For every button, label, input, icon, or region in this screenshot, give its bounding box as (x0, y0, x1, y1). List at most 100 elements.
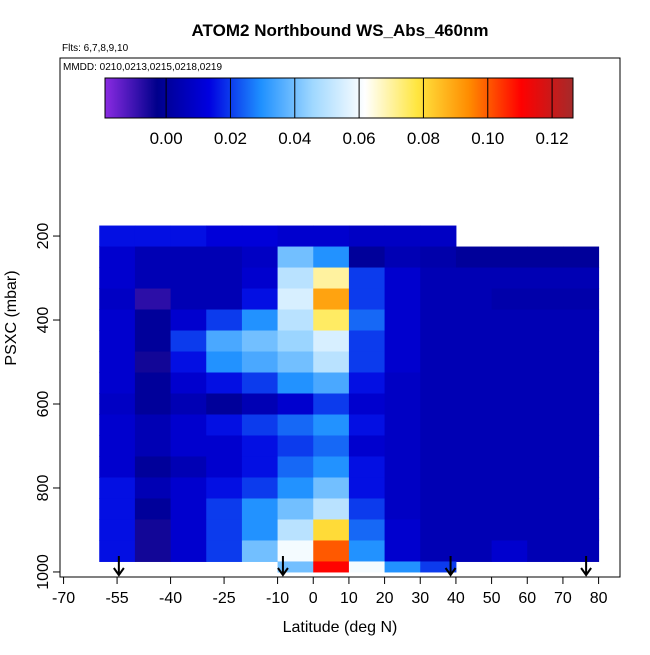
heat-cell (241, 267, 279, 290)
heat-cell (527, 309, 564, 332)
heat-cell (206, 498, 243, 520)
heat-cell (170, 477, 207, 499)
x-tick-label: -55 (106, 590, 129, 607)
heat-cell (562, 456, 600, 478)
x-tick-label: 10 (340, 590, 358, 607)
heat-cell (313, 540, 350, 562)
heat-cell (99, 435, 136, 457)
heat-cell (491, 351, 528, 374)
heat-cell (348, 351, 386, 374)
heat-cell (348, 267, 386, 290)
heat-cell (206, 225, 243, 248)
heat-cell (241, 372, 279, 395)
y-tick-label: 800 (35, 475, 52, 502)
heat-cell (99, 288, 136, 311)
heat-cell (384, 414, 421, 436)
heat-cell (527, 435, 564, 457)
heat-cell (384, 246, 421, 269)
heat-cell (170, 435, 207, 457)
heat-cell (241, 351, 279, 374)
heat-cell (348, 288, 386, 311)
heat-cell (134, 246, 172, 269)
heat-cell (99, 351, 136, 374)
heat-cell (313, 372, 350, 395)
heat-cell (170, 414, 207, 436)
heat-cell (277, 414, 314, 436)
y-tick-label: 200 (35, 223, 52, 250)
heat-cell (420, 519, 457, 541)
heat-cell (134, 351, 172, 374)
heat-cell (277, 393, 314, 415)
heat-cell (277, 519, 314, 541)
heat-cell (313, 351, 350, 374)
heat-cell (562, 498, 600, 520)
heat-cell (455, 540, 493, 562)
heat-cell (384, 351, 421, 374)
heat-cell (241, 225, 279, 248)
heat-cell (384, 456, 421, 478)
heat-cell (562, 246, 600, 269)
x-tick-label: -25 (213, 590, 236, 607)
heat-cell (420, 246, 457, 269)
heat-cell (241, 393, 279, 415)
heat-cell (277, 246, 314, 269)
heat-cell (348, 372, 386, 395)
heat-cell (313, 288, 350, 311)
heat-cell (99, 519, 136, 541)
heat-cell (348, 456, 386, 478)
x-tick-label: -10 (266, 590, 289, 607)
heat-cell (99, 225, 136, 248)
x-tick-label: 30 (411, 590, 429, 607)
heat-cell (384, 540, 421, 562)
heat-cell (206, 393, 243, 415)
heat-cell (348, 330, 386, 353)
heat-cell (206, 456, 243, 478)
heat-cell (455, 267, 493, 290)
heat-cell (99, 477, 136, 499)
heat-cell (491, 393, 528, 415)
heat-cell (420, 561, 457, 573)
heat-cell (491, 456, 528, 478)
heat-cell (491, 288, 528, 311)
heat-cell (420, 225, 457, 248)
heat-cell (348, 540, 386, 562)
heat-cell (206, 435, 243, 457)
x-tick-label: 80 (590, 590, 608, 607)
heat-cell (455, 372, 493, 395)
heat-cell (455, 393, 493, 415)
heat-cell (455, 246, 493, 269)
heat-cell (384, 435, 421, 457)
heat-cell (206, 288, 243, 311)
heat-cell (206, 477, 243, 499)
heat-cell (527, 372, 564, 395)
heat-cell (491, 246, 528, 269)
heat-cell (241, 498, 279, 520)
heat-cell (420, 351, 457, 374)
heat-cell (170, 225, 207, 248)
x-tick-label: -40 (159, 590, 182, 607)
heat-cell (313, 246, 350, 269)
heat-cell (134, 540, 172, 562)
heat-cell (491, 540, 528, 562)
y-tick-label: 600 (35, 391, 52, 418)
heat-cell (491, 267, 528, 290)
heat-cell (277, 267, 314, 290)
heat-cell (420, 330, 457, 353)
heat-cell (241, 456, 279, 478)
heat-cell (170, 330, 207, 353)
x-tick-label: 20 (376, 590, 394, 607)
heat-cell (313, 435, 350, 457)
colorbar-fill (104, 77, 574, 119)
heat-cell (241, 330, 279, 353)
heat-cell (562, 330, 600, 353)
heat-cell (455, 435, 493, 457)
heat-cell (313, 561, 350, 573)
y-tick-label: 400 (35, 307, 52, 334)
heat-cell (206, 540, 243, 562)
heat-cell (348, 309, 386, 332)
heat-cell (170, 456, 207, 478)
heat-cell (170, 351, 207, 374)
heat-cell (527, 519, 564, 541)
heat-cell (241, 309, 279, 332)
heat-cell (491, 498, 528, 520)
